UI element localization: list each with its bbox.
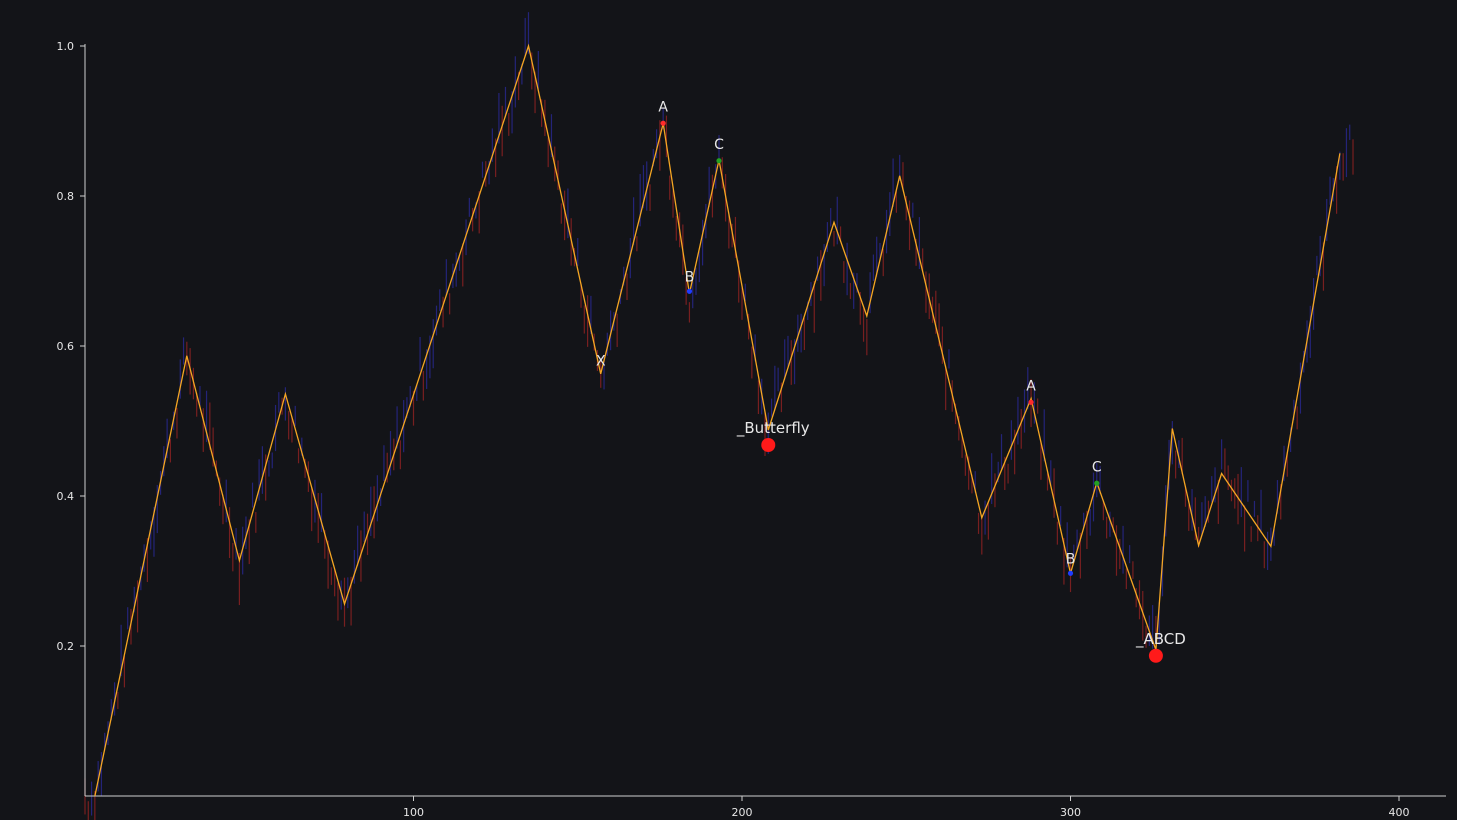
x-tick-label: 200 <box>732 806 753 819</box>
pattern-completion-dot <box>1148 648 1163 663</box>
y-tick-label: 0.4 <box>57 490 75 503</box>
pattern-point-x-label: X <box>596 353 606 369</box>
pattern-point-c-marker <box>716 158 722 164</box>
y-tick-label: 1.0 <box>57 40 75 53</box>
zigzag-layer <box>94 43 1341 797</box>
pattern-group: X A B C _Butterfly <box>596 99 810 452</box>
pattern-point-b-marker <box>686 288 693 294</box>
pattern-group: A B C _ABCD <box>1026 378 1186 663</box>
x-tick-label: 300 <box>1060 806 1081 819</box>
pattern-point-b-marker <box>1067 570 1074 576</box>
pattern-name-label: _ABCD <box>1135 630 1186 649</box>
pattern-point-c-label: C <box>1092 459 1102 475</box>
y-tick-label: 0.6 <box>57 340 75 353</box>
pattern-name-label: _Butterfly <box>736 419 810 438</box>
pattern-point-b-label: B <box>1066 551 1076 567</box>
harmonic-patterns: X A B C _Butterfly A B C _ABCD <box>596 99 1186 663</box>
y-tick-label: 0.2 <box>57 640 75 653</box>
pattern-point-a-marker <box>660 120 666 126</box>
x-tick-label: 100 <box>403 806 424 819</box>
pattern-completion-dot <box>761 438 776 452</box>
pattern-point-a-label: A <box>1026 378 1036 394</box>
pattern-point-b-label: B <box>685 269 695 285</box>
pattern-point-c-marker <box>1094 480 1100 486</box>
axes <box>84 44 1446 797</box>
pattern-point-a-label: A <box>658 99 668 115</box>
pattern-point-a-marker <box>1028 399 1034 405</box>
pattern-point-c-label: C <box>714 137 724 153</box>
x-tick-label: 400 <box>1389 806 1410 819</box>
zigzag-line <box>94 43 1341 797</box>
y-tick-label: 0.8 <box>57 190 75 203</box>
axis-ticks: 0.2 0.4 0.6 0.8 1.0 100 200 300 400 <box>57 40 1410 819</box>
